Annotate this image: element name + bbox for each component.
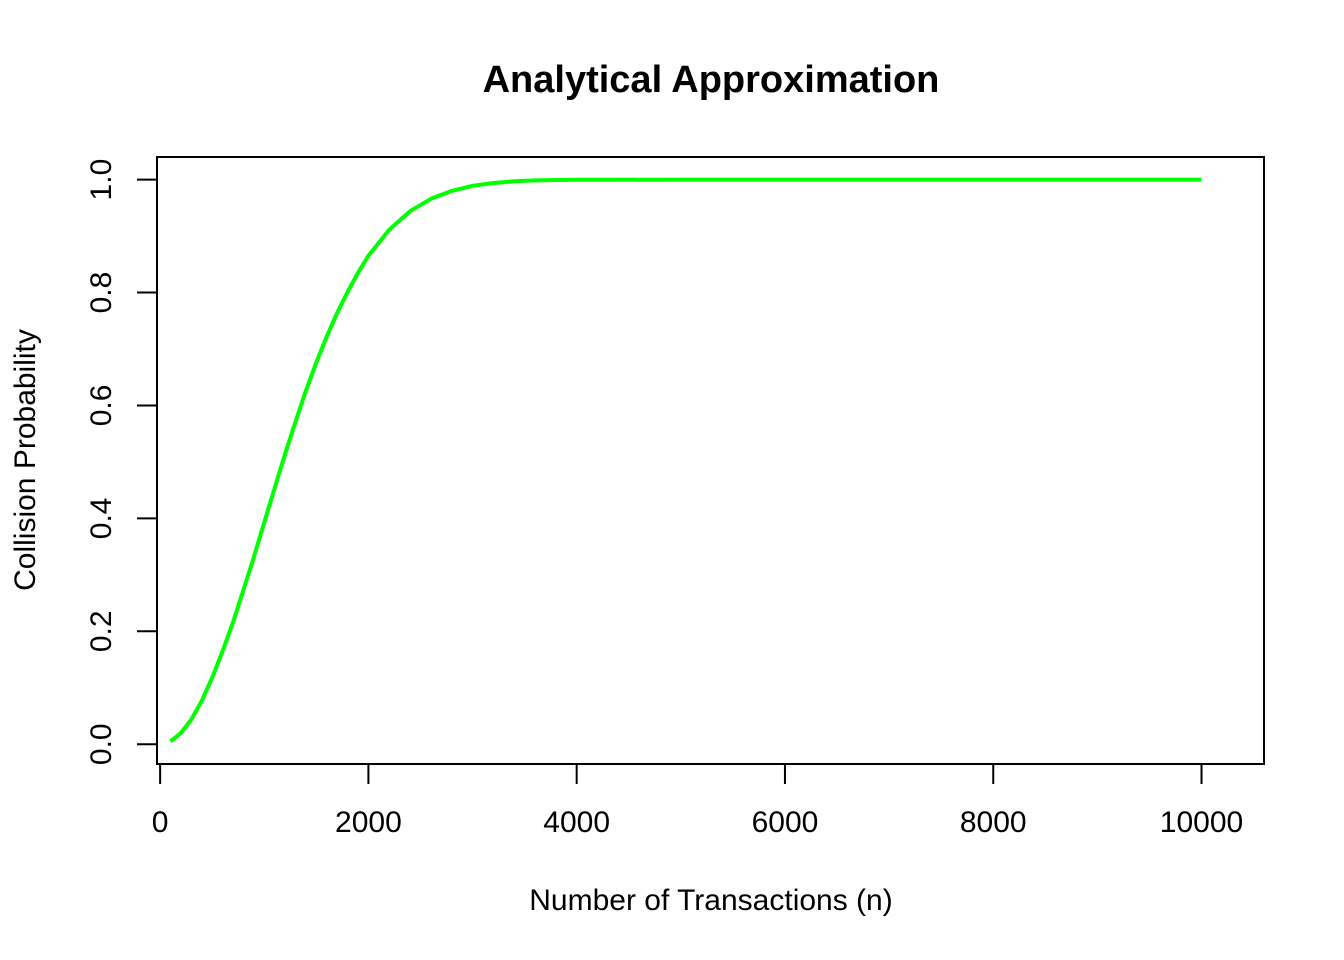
x-tick-label: 8000: [960, 806, 1027, 839]
y-axis: 0.0 0.2 0.4 0.6 0.8 1.0: [85, 159, 158, 765]
x-tick-label: 6000: [752, 806, 819, 839]
x-axis: 0 2000 4000 6000 8000 10000: [152, 763, 1243, 839]
x-tick-label: 2000: [335, 806, 402, 839]
plot-frame: [156, 156, 1265, 765]
x-tick-label: 10000: [1160, 806, 1243, 839]
series-line: [169, 177, 1202, 743]
x-tick-label: 4000: [543, 806, 610, 839]
x-axis-label: Number of Transactions (n): [529, 884, 892, 917]
y-tick-label: 0.8: [85, 272, 118, 314]
y-tick-label: 0.0: [85, 723, 118, 765]
y-tick-label: 0.6: [85, 385, 118, 427]
y-tick-label: 0.4: [85, 498, 118, 540]
series-layer: [169, 177, 1202, 743]
chart-title: Analytical Approximation: [483, 59, 940, 101]
x-tick-label: 0: [152, 806, 169, 839]
y-axis-label: Collision Probability: [9, 329, 42, 591]
y-tick-label: 1.0: [85, 159, 118, 201]
y-tick-label: 0.2: [85, 610, 118, 652]
